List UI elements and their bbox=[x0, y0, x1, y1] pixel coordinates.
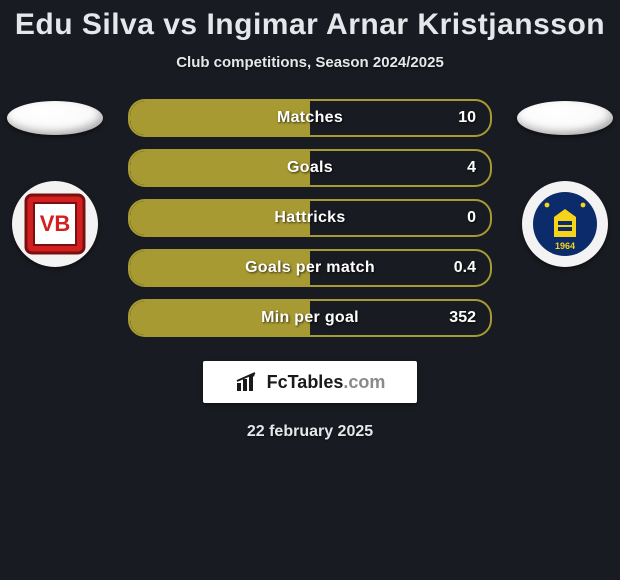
right-side: 1964 bbox=[510, 99, 620, 267]
bars-icon bbox=[235, 371, 261, 393]
stat-row: Goals4 bbox=[128, 149, 492, 187]
stat-value-right: 4 bbox=[467, 159, 476, 177]
stat-label: Matches bbox=[130, 109, 490, 127]
stat-label: Hattricks bbox=[130, 209, 490, 227]
comparison-columns: VB Matches10 Goals4 Hattricks0 Goals per ma… bbox=[0, 99, 620, 337]
vejle-icon: VB bbox=[20, 189, 90, 259]
logo-text: FcTables.com bbox=[267, 372, 386, 393]
right-club-year: 1964 bbox=[555, 241, 575, 251]
stat-row: Hattricks0 bbox=[128, 199, 492, 237]
player1-avatar bbox=[7, 101, 103, 135]
player2-avatar bbox=[517, 101, 613, 135]
fctables-logo: FcTables.com bbox=[203, 361, 417, 403]
stat-row: Matches10 bbox=[128, 99, 492, 137]
player1-name: Edu Silva bbox=[15, 8, 155, 41]
page-title: Edu Silva vs Ingimar Arnar Kristjansson bbox=[0, 0, 620, 42]
comparison-card: Edu Silva vs Ingimar Arnar Kristjansson … bbox=[0, 0, 620, 580]
stats-bars: Matches10 Goals4 Hattricks0 Goals per match… bbox=[110, 99, 510, 337]
vs-separator: vs bbox=[163, 8, 197, 41]
stat-value-right: 352 bbox=[449, 309, 476, 327]
stat-value-right: 0 bbox=[467, 209, 476, 227]
stat-value-right: 0.4 bbox=[454, 259, 476, 277]
subtitle: Club competitions, Season 2024/2025 bbox=[0, 54, 620, 71]
stat-row: Min per goal352 bbox=[128, 299, 492, 337]
right-club-badge: 1964 bbox=[522, 181, 608, 267]
left-club-badge: VB bbox=[12, 181, 98, 267]
logo-brand-suffix: .com bbox=[343, 372, 385, 392]
stat-label: Goals per match bbox=[130, 259, 490, 277]
left-club-letters: VB bbox=[40, 211, 71, 236]
stat-label: Min per goal bbox=[130, 309, 490, 327]
stat-row: Goals per match0.4 bbox=[128, 249, 492, 287]
left-side: VB bbox=[0, 99, 110, 267]
player2-name: Ingimar Arnar Kristjansson bbox=[206, 8, 605, 41]
date-text: 22 february 2025 bbox=[0, 423, 620, 441]
brondby-icon: 1964 bbox=[530, 189, 600, 259]
stat-value-right: 10 bbox=[458, 109, 476, 127]
logo-brand-main: FcTables bbox=[267, 372, 344, 392]
stat-label: Goals bbox=[130, 159, 490, 177]
